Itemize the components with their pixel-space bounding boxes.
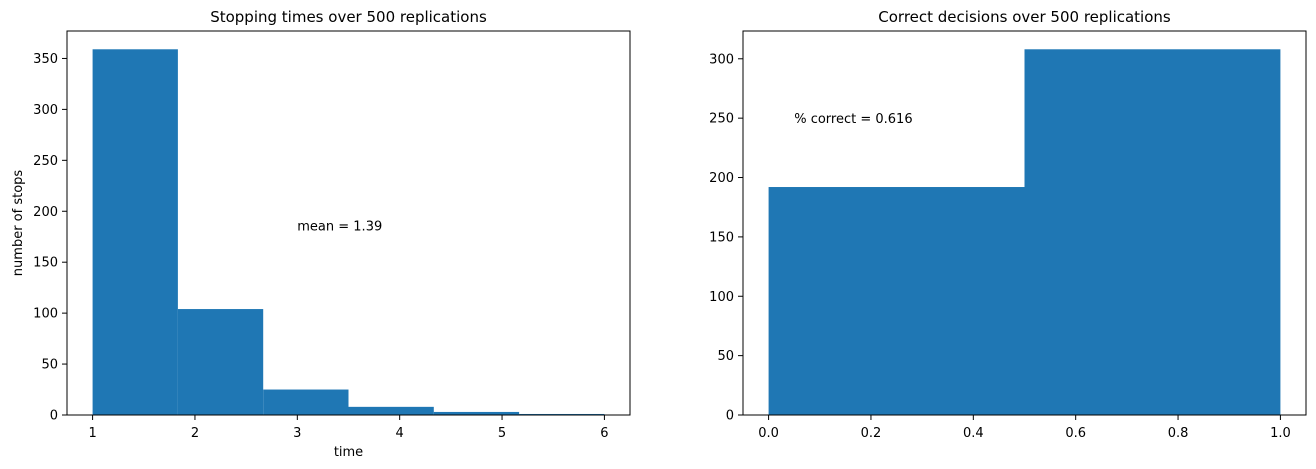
x-tick-label: 0.8: [1168, 426, 1189, 441]
y-tick-label: 250: [33, 154, 58, 169]
y-tick-label: 300: [33, 103, 58, 118]
y-tick-label: 300: [709, 52, 734, 67]
bar: [433, 411, 520, 415]
y-tick-label: 0: [50, 409, 58, 424]
x-tick-label: 3: [293, 426, 301, 441]
x-tick-label: 6: [600, 426, 608, 441]
y-tick-label: 50: [717, 349, 734, 364]
chart-title: Correct decisions over 500 replications: [878, 8, 1171, 26]
y-tick-label: 250: [709, 112, 734, 127]
y-tick-label: 200: [709, 171, 734, 186]
x-tick-label: 1.0: [1270, 426, 1291, 441]
y-tick-label: 350: [33, 52, 58, 67]
bar: [92, 49, 178, 416]
y-tick-label: 200: [33, 205, 58, 220]
x-tick-label: 1: [88, 426, 96, 441]
y-tick-label: 150: [33, 256, 58, 271]
y-tick-label: 100: [33, 307, 58, 322]
x-tick-label: 4: [396, 426, 404, 441]
y-tick-label: 0: [726, 409, 734, 424]
bar: [768, 187, 1025, 415]
x-tick-label: 0.4: [963, 426, 984, 441]
x-tick-label: 5: [498, 426, 506, 441]
bar: [1024, 49, 1281, 416]
bar: [519, 413, 605, 415]
y-tick-label: 150: [709, 230, 734, 245]
bar: [348, 406, 434, 415]
annotation: % correct = 0.616: [794, 112, 912, 127]
x-tick-label: 2: [191, 426, 199, 441]
x-axis-label: time: [334, 445, 363, 460]
annotation: mean = 1.39: [297, 220, 382, 235]
plot-frame: [742, 30, 1307, 416]
y-axis-label: number of stops: [11, 170, 26, 277]
x-tick-label: 0.6: [1065, 426, 1086, 441]
plot-frame: [66, 30, 631, 416]
chart-title: Stopping times over 500 replications: [210, 8, 487, 26]
y-tick-label: 100: [709, 290, 734, 305]
y-tick-label: 50: [41, 358, 58, 373]
x-tick-label: 0.0: [758, 426, 779, 441]
bar: [177, 309, 264, 415]
bar: [263, 389, 349, 415]
x-tick-label: 0.2: [861, 426, 882, 441]
